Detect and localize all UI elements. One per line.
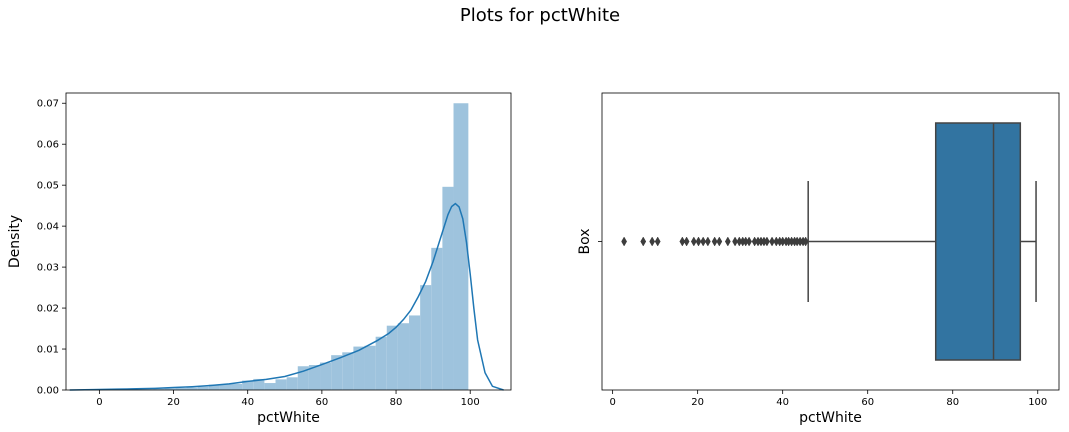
histogram-axes-frame: [65, 92, 512, 391]
histogram-bar: [442, 186, 454, 390]
histogram-bar: [331, 355, 343, 390]
outlier-point: [649, 236, 656, 247]
x-tick-label: 60: [861, 397, 874, 408]
histogram-bar: [175, 387, 187, 390]
iqr-box: [934, 122, 1022, 361]
outlier-point: [640, 236, 647, 247]
outlier-point: [769, 236, 775, 247]
outlier-point: [716, 236, 723, 247]
histogram-bar: [264, 383, 276, 390]
histogram-panel: 0 20 40 60 80 100 0.00 0.01 0.02 0.03 0.04 0.05 0.06…: [7, 92, 512, 426]
histogram-bar: [320, 362, 332, 390]
outlier-point: [621, 236, 627, 247]
x-tick-label: 80: [390, 397, 403, 408]
histogram-bar: [286, 377, 298, 390]
x-tick-label: 100: [461, 397, 480, 408]
outlier-point: [654, 236, 661, 247]
y-tick-label: 0.02: [37, 304, 59, 315]
histogram-bar: [231, 383, 243, 390]
x-tick-label: 40: [241, 397, 254, 408]
histogram-bar: [186, 387, 198, 390]
x-tick-label: 80: [946, 397, 959, 408]
histogram-bar: [420, 285, 432, 390]
x-tick-label: 0: [609, 397, 615, 408]
figure-title: Plots for pctWhite: [460, 5, 620, 26]
outlier-point: [679, 236, 686, 247]
histogram-bar: [197, 386, 209, 390]
x-tick-label: 100: [1028, 397, 1047, 408]
outlier-point: [802, 236, 809, 247]
histogram-bar: [130, 389, 143, 390]
y-tick-label: 0.00: [37, 386, 59, 397]
y-tick-label: 0.06: [37, 140, 59, 151]
histogram-bar: [353, 346, 365, 390]
x-axis-label: pctWhite: [799, 410, 862, 426]
histogram-bar: [164, 388, 176, 390]
histogram-bar: [375, 336, 387, 390]
x-tick-label: 60: [316, 397, 329, 408]
outlier-point: [695, 236, 702, 247]
histogram-bar: [275, 379, 287, 390]
histogram-bar: [397, 323, 410, 390]
histogram-bar: [453, 103, 469, 390]
histogram-bar: [297, 366, 309, 390]
histogram-bar: [386, 325, 398, 390]
histogram-bar: [342, 352, 354, 390]
outlier-point: [732, 236, 738, 247]
histogram-bar: [364, 345, 376, 390]
x-tick-label: 20: [167, 397, 180, 408]
x-tick-label: 40: [776, 397, 789, 408]
histogram-bar: [308, 365, 321, 390]
outlier-point: [764, 236, 770, 247]
kde-line: [69, 202, 504, 391]
histogram-bar: [153, 388, 165, 390]
histogram-bar: [142, 389, 154, 390]
outlier-point: [724, 236, 731, 247]
x-tick-label: 0: [96, 397, 102, 408]
boxplot-panel: 0 20 40 60 80 100 pctWhite Box: [577, 92, 1060, 426]
y-tick-label: 0.03: [37, 263, 59, 274]
y-tick-label: 0.01: [37, 345, 59, 356]
y-tick-label: 0.04: [37, 222, 59, 233]
histogram-bar: [242, 380, 254, 390]
histogram-bar: [219, 384, 232, 390]
outlier-point: [700, 236, 707, 247]
y-tick-label: 0.05: [37, 181, 59, 192]
outlier-point: [683, 236, 690, 247]
outlier-point: [704, 236, 711, 247]
outlier-point: [746, 236, 752, 247]
histogram-bar: [409, 315, 421, 390]
histogram-bar: [431, 247, 443, 390]
outlier-point: [711, 236, 718, 247]
x-axis-label: pctWhite: [257, 410, 320, 426]
y-axis-label: Box: [577, 228, 593, 254]
x-tick-label: 20: [691, 397, 704, 408]
y-axis-label: Density: [7, 215, 23, 268]
y-tick-label: 0.07: [37, 99, 59, 110]
histogram-bar: [253, 378, 265, 390]
histogram-bar: [208, 384, 220, 390]
outlier-point: [690, 236, 697, 247]
